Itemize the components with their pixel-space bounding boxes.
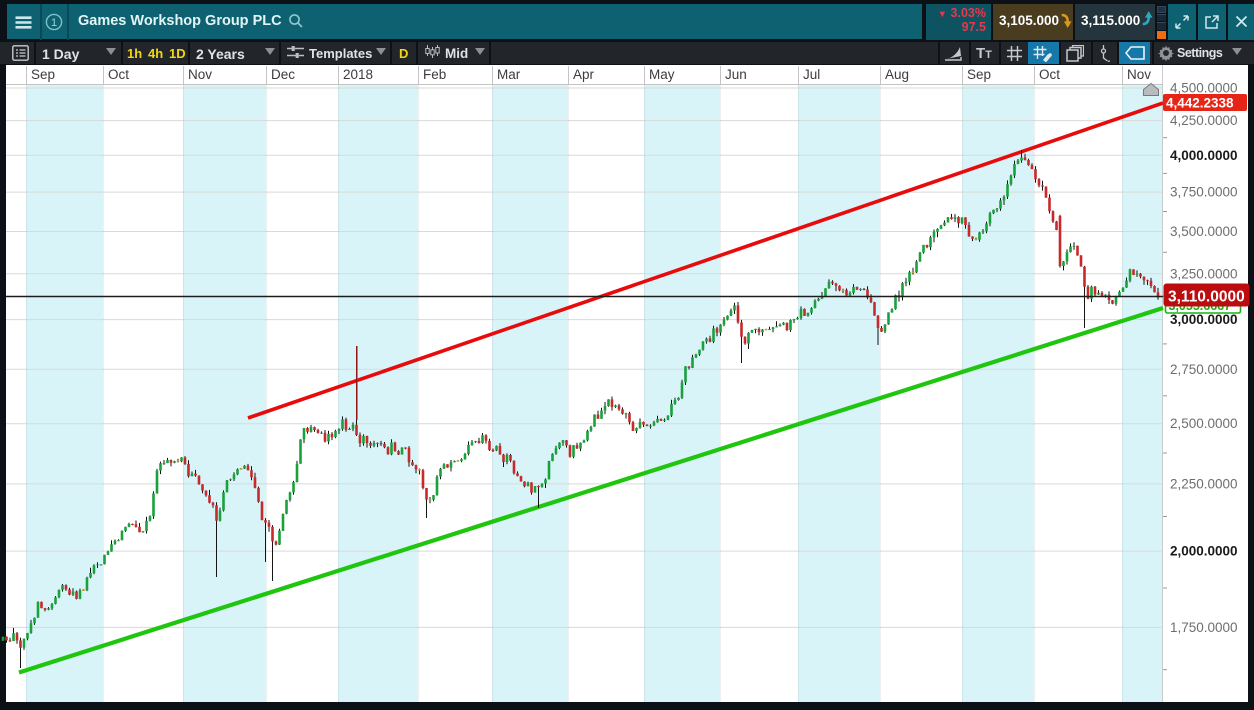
svg-text:4,000.0000: 4,000.0000 [1170,148,1238,163]
svg-text:Aug: Aug [885,67,909,82]
svg-text:2,250.0000: 2,250.0000 [1170,476,1238,491]
svg-text:1: 1 [51,17,57,29]
svg-text:Jul: Jul [803,67,820,82]
svg-text:2018: 2018 [343,67,373,82]
svg-text:3,000.0000: 3,000.0000 [1170,312,1238,327]
svg-text:Oct: Oct [108,67,129,82]
svg-text:3,250.0000: 3,250.0000 [1170,266,1238,281]
svg-text:Dec: Dec [271,67,295,82]
svg-text:4,442.2338: 4,442.2338 [1166,96,1234,111]
svg-text:4,500.0000: 4,500.0000 [1170,81,1238,96]
svg-text:4,250.0000: 4,250.0000 [1170,113,1238,128]
svg-text:Oct: Oct [1039,67,1060,82]
svg-text:1,750.0000: 1,750.0000 [1170,620,1238,635]
svg-text:3,110.0000: 3,110.0000 [1168,289,1245,306]
svg-text:Apr: Apr [573,67,595,82]
svg-text:Sep: Sep [31,67,55,82]
svg-text:Nov: Nov [188,67,212,82]
svg-text:2,000.0000: 2,000.0000 [1170,544,1238,559]
svg-text:3,500.0000: 3,500.0000 [1170,224,1238,239]
svg-text:2,750.0000: 2,750.0000 [1170,362,1238,377]
svg-text:Jun: Jun [725,67,747,82]
svg-text:3,750.0000: 3,750.0000 [1170,185,1238,200]
svg-text:Nov: Nov [1127,67,1151,82]
svg-text:Feb: Feb [423,67,446,82]
svg-text:2,500.0000: 2,500.0000 [1170,416,1238,431]
svg-text:Mar: Mar [497,67,521,82]
svg-text:Sep: Sep [967,67,991,82]
svg-text:May: May [649,67,675,82]
